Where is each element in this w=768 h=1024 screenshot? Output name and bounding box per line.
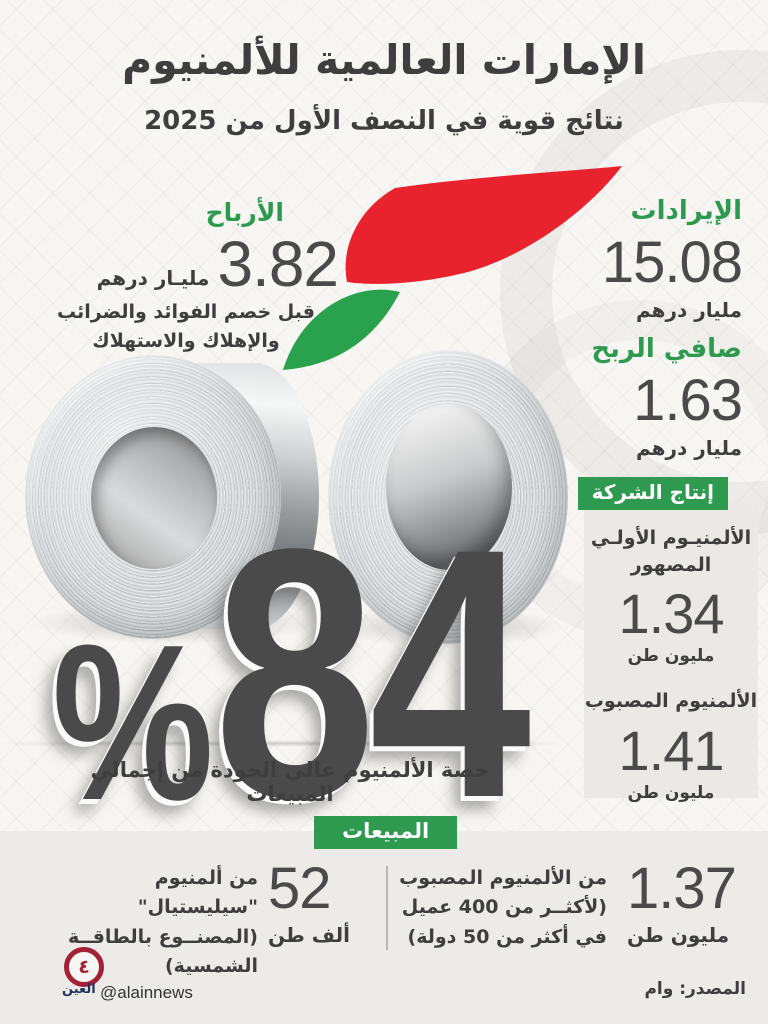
quality-share-figure: % 84 xyxy=(52,476,531,872)
production-item1-label-line1: الألمنيـوم الأولـي xyxy=(590,527,752,549)
production-item2-label: الألمنيوم المصبوب xyxy=(584,690,758,713)
percent-sign: % xyxy=(52,599,214,848)
sales-item2-unit: ألف طن xyxy=(268,923,350,947)
sales-item2-value: 52 xyxy=(268,856,332,921)
production-badge: إنتاج الشركة xyxy=(577,477,728,510)
aluminium-coil-left xyxy=(25,355,325,645)
revenue-value: 15.08 xyxy=(601,230,743,295)
sales-item1-number: 1.37 مليون طن xyxy=(627,856,745,948)
red-swoosh xyxy=(345,166,622,284)
production-item1-unit: مليون طن xyxy=(627,646,715,667)
aluminium-coil-right xyxy=(328,350,568,648)
sales-divider xyxy=(386,866,388,950)
source-credit: المصدر: وام xyxy=(644,979,746,999)
production-card: الألمنيـوم الأولـي المصهور 1.34 مليون طن… xyxy=(584,503,758,803)
sales-item1-desc-line1: من الألمنيوم المصبوب xyxy=(399,867,607,889)
profit-note: قبل خصم الفوائد والضرائب والإهلاك والاست… xyxy=(30,298,342,357)
coil-right-hole xyxy=(386,404,512,570)
sales-item1-desc: من الألمنيوم المصبوب (لأكثــر من 400 عمي… xyxy=(395,864,607,952)
alain-logo-glyph: ٤ xyxy=(78,955,90,978)
ground-shadow-line xyxy=(0,742,565,745)
alain-logo-name: العين xyxy=(62,982,96,997)
profit-label: الأرباح xyxy=(205,198,284,227)
green-swoosh xyxy=(283,289,400,370)
sales-item1-unit: مليون طن xyxy=(627,923,730,947)
quality-share-value: 84 xyxy=(213,476,531,872)
sales-item1-value: 1.37 xyxy=(627,856,737,921)
sales-item2-number: 52 ألف طن xyxy=(268,856,363,948)
social-handle: @alainnews xyxy=(100,983,193,1002)
sales-item1-desc-line3: في أكثر من 50 دولة) xyxy=(407,925,607,948)
net-profit-value: 1.63 xyxy=(633,368,743,433)
revenue-unit: مليار درهم xyxy=(635,298,742,322)
sales-item1-desc-line2: (لأكثــر من 400 عميل xyxy=(401,896,607,919)
coil-left-hole xyxy=(91,427,217,569)
production-item1-label-line2: المصهور xyxy=(630,553,712,576)
revenue-block: الإيرادات 15.08 مليار درهم xyxy=(512,196,743,322)
profit-value-row: 3.82 مليـار درهم xyxy=(96,228,339,300)
sales-item2-desc-line3: الشمسية) xyxy=(164,955,258,978)
quality-share-caption: حصة الألمنيوم عالي الجودة من إجمالي المب… xyxy=(90,758,490,806)
page-subtitle: نتائج قوية في النصف الأول من 2025 xyxy=(144,106,624,136)
alain-logo-icon: ٤ xyxy=(64,947,104,987)
production-item2-unit: مليون طن xyxy=(627,782,715,803)
net-profit-block: صافي الربح 1.63 مليار درهم xyxy=(512,334,743,460)
profit-value: 3.82 xyxy=(217,228,339,300)
production-item1-value: 1.34 xyxy=(618,582,725,646)
profit-note-line1: قبل خصم الفوائد والضرائب xyxy=(57,301,315,323)
production-item2-value: 1.41 xyxy=(618,718,725,782)
net-profit-unit: مليار درهم xyxy=(635,436,742,460)
sales-item2-desc: من ألمنيوم "سيليستيال" (المصنــوع بالطاق… xyxy=(30,864,258,982)
sales-band xyxy=(0,831,768,1024)
sales-item2-desc-line1: من ألمنيوم "سيليستيال" xyxy=(137,867,258,919)
production-item1-label: الألمنيـوم الأولـي المصهور xyxy=(591,525,751,578)
net-profit-label: صافي الربح xyxy=(591,334,742,364)
profit-unit: مليـار درهم xyxy=(96,266,210,290)
flag-ribbon-graphic xyxy=(283,166,622,370)
sales-badge: المبيعات xyxy=(314,816,458,849)
sales-item2-desc-line2: (المصنــوع بالطاقــة xyxy=(67,925,258,948)
revenue-label: الإيرادات xyxy=(630,196,742,226)
profit-note-line2: والإهلاك والاستهلاك xyxy=(92,330,280,353)
page-title: الإمارات العالمية للألمنيوم xyxy=(122,36,646,84)
